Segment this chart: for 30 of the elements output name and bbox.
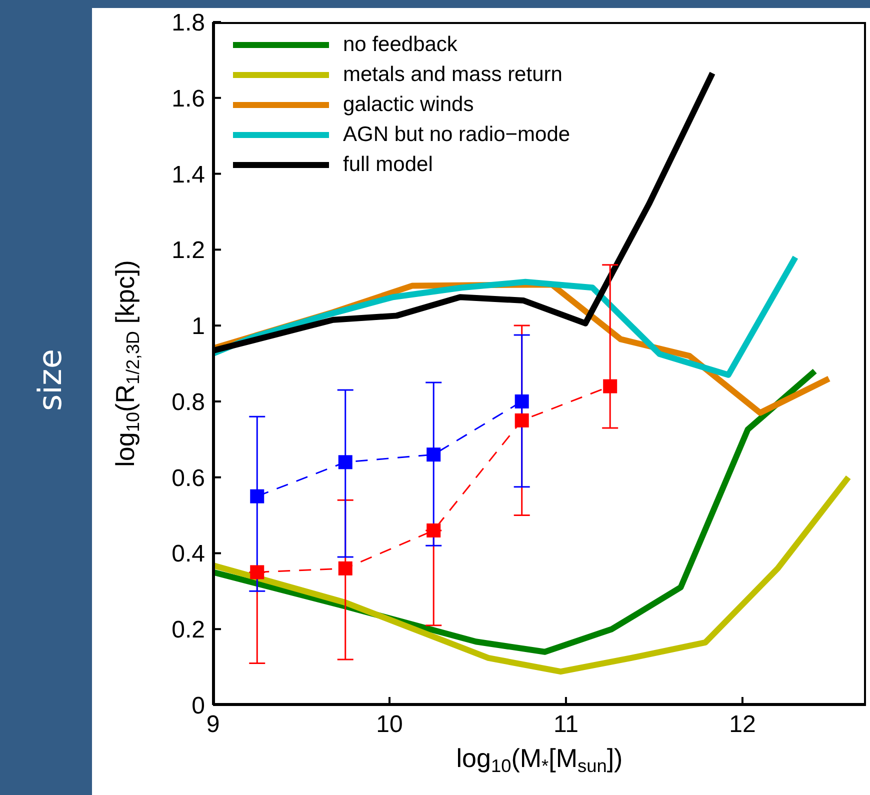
point: [250, 489, 264, 504]
point: [514, 413, 529, 428]
point: [338, 561, 352, 576]
point: [426, 523, 441, 538]
x-tick-label: 12: [729, 711, 756, 738]
y-tick-label: 1.8: [172, 10, 205, 37]
y-tick-label: 1.6: [172, 85, 205, 112]
y-tick-label: 0.4: [172, 540, 205, 568]
x-tick-label: 9: [206, 711, 220, 738]
point: [426, 448, 441, 462]
legend-label: galactic winds: [343, 93, 474, 117]
point: [603, 379, 618, 394]
x-tick-label: 10: [376, 711, 403, 738]
text: size: [30, 348, 69, 412]
point: [514, 394, 529, 408]
y-tick-label: 1.4: [172, 161, 205, 188]
y-tick-label: 0: [192, 692, 205, 720]
point: [250, 565, 264, 580]
y-tick-label: 0.2: [172, 616, 205, 644]
legend-label: full model: [343, 153, 433, 177]
x-axis-title: log$_{10}$(M$_{*}$[M$_{sun}$]): [456, 743, 623, 776]
legend-label: AGN but no radio−mode: [343, 123, 570, 147]
y-tick-label: 1: [192, 313, 205, 340]
legend-label: no feedback: [343, 33, 458, 57]
y-tick-label: 0.6: [172, 464, 205, 492]
point: [338, 455, 352, 470]
x-tick-label: 11: [554, 711, 578, 738]
y-tick-label: 1.2: [172, 237, 205, 264]
y-tick-label: 0.8: [172, 388, 205, 416]
legend-label: metals and mass return: [343, 63, 562, 87]
